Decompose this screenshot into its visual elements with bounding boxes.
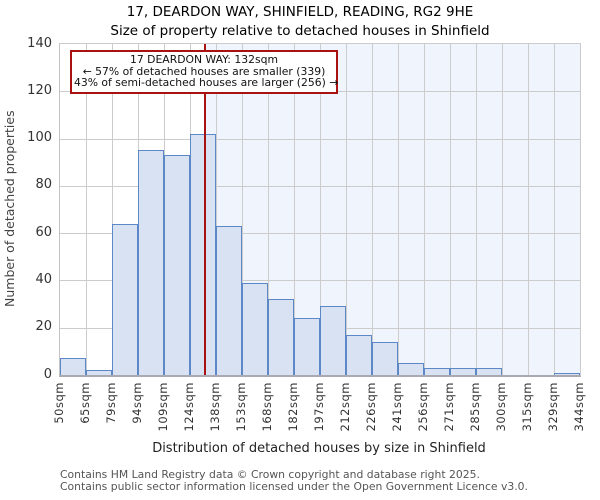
y-tick-label: 0: [43, 366, 52, 382]
x-tick-label: 344sqm: [571, 382, 586, 432]
vertical-gridline: [501, 44, 503, 375]
histogram-bar: [346, 334, 372, 375]
x-tick-label: 329sqm: [545, 382, 560, 432]
vertical-gridline: [371, 44, 373, 375]
property-size-marker-line: [203, 44, 206, 375]
x-tick-label: 197sqm: [311, 382, 326, 432]
x-tick-label: 271sqm: [441, 382, 456, 432]
histogram-bar: [138, 150, 164, 375]
footer-line-2: Contains public sector information licen…: [60, 479, 528, 493]
annotation-line-1: 17 DEARDON WAY: 132sqm: [130, 53, 278, 66]
histogram-bar: [112, 223, 138, 375]
histogram-bar: [424, 367, 450, 375]
x-tick-label: 256sqm: [415, 382, 430, 432]
histogram-bar: [60, 358, 86, 375]
chart-subtitle: Size of property relative to detached ho…: [110, 23, 490, 39]
vertical-gridline: [241, 44, 243, 375]
vertical-gridline: [475, 44, 477, 375]
x-tick-label: 182sqm: [285, 382, 300, 432]
x-tick-label: 138sqm: [207, 382, 222, 432]
horizontal-gridline: [60, 138, 580, 140]
horizontal-gridline: [60, 185, 580, 187]
x-tick-label: 50sqm: [51, 382, 66, 424]
x-tick-label: 300sqm: [493, 382, 508, 432]
histogram-bar: [216, 226, 242, 375]
x-tick-label: 315sqm: [519, 382, 534, 432]
x-tick-label: 285sqm: [467, 382, 482, 432]
vertical-gridline: [111, 44, 113, 375]
footer: Contains HM Land Registry data © Crown c…: [60, 469, 528, 493]
vertical-gridline: [345, 44, 347, 375]
histogram-bar: [164, 155, 190, 375]
histogram-bar: [294, 318, 320, 375]
y-tick-label: 100: [27, 130, 52, 146]
horizontal-gridline: [60, 280, 580, 282]
y-tick-label: 60: [35, 224, 52, 240]
histogram-bar: [320, 306, 346, 375]
annotation-line-3: 43% of semi-detached houses are larger (…: [74, 76, 339, 90]
histogram-bar: [86, 370, 112, 375]
y-tick-label: 40: [35, 271, 52, 287]
vertical-gridline: [267, 44, 269, 375]
vertical-gridline: [423, 44, 425, 375]
x-tick-label: 241sqm: [389, 382, 404, 432]
histogram-bar: [450, 367, 476, 375]
y-tick-label: 20: [35, 319, 52, 335]
vertical-gridline: [397, 44, 399, 375]
vertical-gridline: [527, 44, 529, 375]
vertical-gridline: [215, 44, 217, 375]
x-tick-label: 65sqm: [77, 382, 92, 424]
footer-line-1: Contains HM Land Registry data © Crown c…: [60, 468, 480, 481]
x-tick-label: 109sqm: [155, 382, 170, 432]
plot-area: [59, 43, 581, 377]
histogram-bar: [476, 367, 502, 375]
y-tick-label: 140: [27, 35, 52, 51]
x-tick-label: 168sqm: [259, 382, 274, 432]
vertical-gridline: [449, 44, 451, 375]
x-tick-label: 94sqm: [129, 382, 144, 424]
x-axis-title: Distribution of detached houses by size …: [152, 441, 486, 456]
x-tick-label: 153sqm: [233, 382, 248, 432]
chart-title: 17, DEARDON WAY, SHINFIELD, READING, RG2…: [126, 4, 474, 20]
y-tick-label: 120: [27, 82, 52, 98]
x-tick-label: 226sqm: [363, 382, 378, 432]
histogram-bar: [268, 299, 294, 375]
histogram-bar: [554, 372, 580, 375]
x-tick-label: 79sqm: [103, 382, 118, 424]
horizontal-gridline: [60, 233, 580, 235]
vertical-gridline: [319, 44, 321, 375]
histogram-bar: [242, 282, 268, 375]
x-tick-label: 212sqm: [337, 382, 352, 432]
histogram-bar: [190, 133, 216, 375]
y-tick-label: 80: [35, 177, 52, 193]
annotation-line-2: ← 57% of detached houses are smaller (33…: [82, 64, 326, 78]
vertical-gridline: [85, 44, 87, 375]
x-tick-label: 124sqm: [181, 382, 196, 432]
vertical-gridline: [553, 44, 555, 375]
vertical-gridline: [293, 44, 295, 375]
annotation-box: 17 DEARDON WAY: 132sqm ← 57% of detached…: [70, 50, 338, 94]
histogram-bar: [372, 341, 398, 375]
histogram-bar: [398, 363, 424, 375]
